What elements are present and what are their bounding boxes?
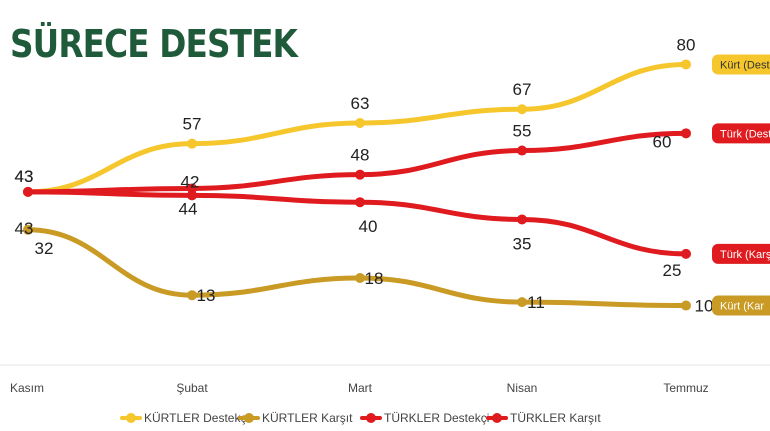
data-point-kurt-karsit-1 bbox=[187, 290, 197, 301]
data-point-turk-karsit-2 bbox=[355, 197, 365, 208]
data-label-kurt-destekci-1: 57 bbox=[183, 115, 202, 134]
data-point-kurt-karsit-4 bbox=[681, 300, 691, 311]
data-point-turk-destekci-4 bbox=[681, 128, 691, 139]
data-label-kurt-karsit-4: 10 bbox=[695, 297, 714, 316]
series-tag-kurt-destekci: Kürt (Deste bbox=[712, 54, 770, 75]
data-point-kurt-destekci-4 bbox=[681, 59, 691, 70]
x-tick-label-0: Kasım bbox=[10, 381, 44, 395]
data-point-kurt-destekci-3 bbox=[517, 104, 527, 115]
legend-label: KÜRTLER Karşıt bbox=[262, 411, 353, 425]
data-label-kurt-destekci-3: 67 bbox=[513, 80, 532, 99]
data-point-turk-karsit-3 bbox=[517, 214, 527, 225]
legend-item-turk-karsit: TÜRKLER Karşıt bbox=[486, 411, 601, 425]
x-tick-label-1: Şubat bbox=[176, 381, 208, 395]
data-label-turk-karsit-4: 25 bbox=[663, 261, 682, 280]
legend-item-kurt-karsit: KÜRTLER Karşıt bbox=[238, 411, 353, 425]
data-label-kurt-karsit-0: 32 bbox=[35, 239, 54, 258]
data-point-kurt-karsit-0 bbox=[23, 224, 33, 235]
data-point-turk-karsit-4 bbox=[681, 248, 691, 259]
data-label-kurt-karsit-1: 13 bbox=[197, 286, 216, 305]
series-tag-kurt-karsit: Kürt (Kar bbox=[712, 295, 770, 316]
data-point-turk-karsit-1 bbox=[187, 190, 197, 201]
data-label-kurt-destekci-4: 80 bbox=[677, 35, 696, 54]
x-tick-label-2: Mart bbox=[348, 381, 373, 395]
legend-item-kurt-destekci: KÜRTLER Destekçi bbox=[120, 411, 249, 425]
data-point-kurt-destekci-1 bbox=[187, 138, 197, 149]
data-label-turk-destekci-3: 55 bbox=[513, 122, 532, 141]
data-point-turk-destekci-1 bbox=[187, 183, 197, 194]
x-tick-label-4: Temmuz bbox=[663, 381, 708, 395]
data-point-kurt-destekci-2 bbox=[355, 118, 365, 128]
svg-text:Kürt (Kar: Kürt (Kar bbox=[720, 301, 764, 313]
data-label-kurt-karsit-2: 18 bbox=[365, 269, 384, 288]
data-point-turk-destekci-2 bbox=[355, 169, 365, 180]
data-label-turk-karsit-1: 42 bbox=[181, 172, 200, 191]
series-line-kurt-karsit bbox=[25, 227, 689, 309]
legend-label: TÜRKLER Destekçi bbox=[384, 411, 489, 425]
svg-text:Türk (Karşıt: Türk (Karşıt bbox=[720, 249, 770, 261]
x-tick-label-3: Nisan bbox=[507, 381, 538, 395]
legend-label: KÜRTLER Destekçi bbox=[144, 411, 249, 425]
data-point-turk-karsit-0 bbox=[23, 186, 33, 197]
data-point-kurt-karsit-2 bbox=[355, 273, 365, 283]
legend-item-turk-destekci: TÜRKLER Destekçi bbox=[360, 411, 489, 425]
series-tag-turk-karsit: Türk (Karşıt bbox=[712, 243, 770, 264]
data-label-kurt-karsit-3: 11 bbox=[527, 293, 545, 312]
legend-label: TÜRKLER Karşıt bbox=[510, 411, 601, 425]
data-label-turk-karsit-2: 40 bbox=[359, 217, 378, 236]
data-label-kurt-destekci-2: 63 bbox=[351, 94, 370, 113]
data-label-turk-destekci-1: 44 bbox=[179, 199, 198, 218]
series-tag-turk-destekci: Türk (Destek bbox=[712, 123, 770, 144]
data-label-kurt-destekci-0: 43 bbox=[15, 219, 34, 238]
svg-text:Türk (Destek: Türk (Destek bbox=[720, 128, 770, 140]
data-label-turk-karsit-0: 43 bbox=[15, 167, 34, 186]
data-label-turk-karsit-3: 35 bbox=[513, 234, 532, 253]
data-point-turk-destekci-3 bbox=[517, 145, 527, 156]
data-label-turk-destekci-2: 48 bbox=[351, 146, 370, 165]
chart-title: SÜRECE DESTEK bbox=[10, 22, 298, 66]
data-label-turk-destekci-0: 43 bbox=[15, 167, 34, 186]
data-point-kurt-karsit-3 bbox=[517, 297, 527, 308]
data-label-turk-destekci-4: 60 bbox=[653, 132, 672, 151]
svg-text:Kürt (Deste: Kürt (Deste bbox=[720, 59, 770, 71]
